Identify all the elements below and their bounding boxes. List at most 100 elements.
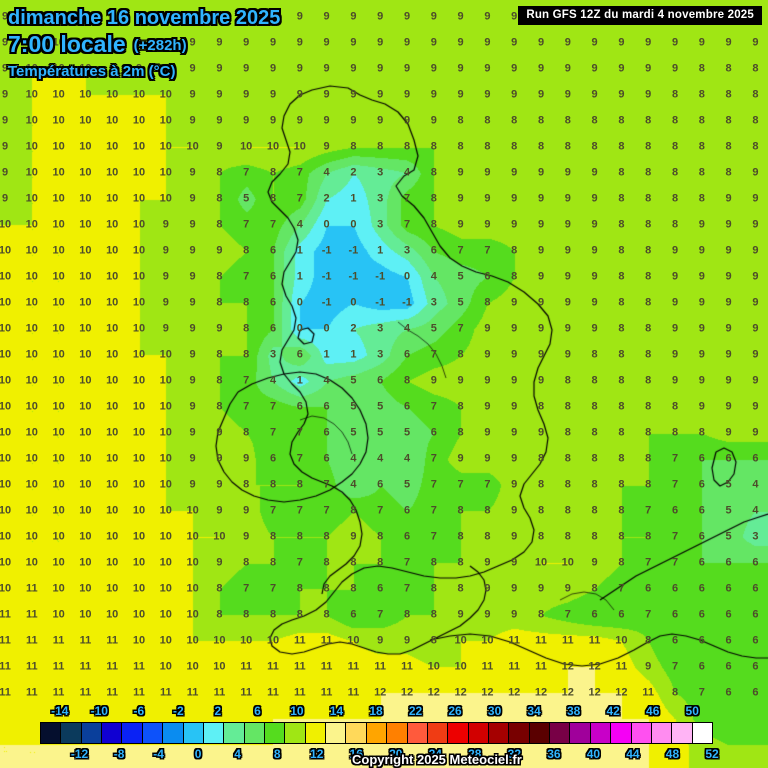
grid-temperature-value: 8: [537, 530, 545, 543]
grid-temperature-value: 8: [243, 322, 250, 335]
grid-temperature-value: 8: [269, 556, 277, 569]
grid-temperature-value: 9: [189, 114, 196, 127]
grid-temperature-value: 10: [25, 452, 38, 465]
grid-temperature-value: 9: [162, 36, 169, 49]
grid-temperature-value: 8: [591, 426, 598, 439]
color-scale-swatch: [284, 722, 306, 744]
grid-temperature-value: 10: [106, 608, 119, 621]
grid-temperature-value: 8: [457, 426, 464, 439]
grid-temperature-value: 8: [645, 322, 652, 335]
grid-temperature-value: 9: [189, 244, 196, 257]
color-scale-tick-label: 38: [566, 704, 581, 718]
grid-temperature-value: 10: [25, 270, 38, 283]
grid-temperature-value: 10: [79, 296, 92, 309]
grid-temperature-value: 10: [534, 556, 548, 569]
grid-temperature-value: 10: [159, 400, 172, 413]
grid-temperature-value: 8: [430, 556, 437, 569]
grid-temperature-value: 9: [511, 218, 518, 231]
grid-temperature-value: 8: [645, 634, 652, 647]
grid-temperature-value: 4: [403, 452, 411, 465]
color-scale-swatch: [80, 722, 103, 744]
grid-temperature-value: 11: [240, 660, 253, 673]
grid-temperature-value: 9: [511, 296, 518, 309]
grid-temperature-value: 6: [430, 426, 437, 439]
grid-temperature-value: 8: [484, 504, 491, 517]
grid-temperature-value: 8: [698, 192, 705, 205]
color-scale-bar[interactable]: [40, 722, 713, 744]
grid-temperature-value: 7: [296, 556, 303, 569]
grid-temperature-value: 9: [430, 62, 437, 75]
grid-temperature-value: 6: [698, 504, 705, 517]
grid-temperature-value: 10: [0, 530, 12, 543]
grid-temperature-value: 11: [186, 686, 199, 699]
grid-temperature-value: 9: [591, 556, 598, 569]
color-scale-swatch: [467, 722, 489, 744]
color-scale-tick-label: 44: [626, 747, 640, 761]
color-scale-tick-label: 2: [214, 704, 222, 718]
grid-temperature-value: 10: [52, 88, 65, 101]
grid-temperature-value: 11: [320, 686, 333, 699]
grid-temperature-value: 8: [323, 530, 330, 543]
color-scale-swatch: [101, 722, 123, 744]
grid-temperature-value: 8: [645, 192, 652, 205]
color-scale-tick-label: 52: [705, 747, 719, 761]
color-scale-swatch: [650, 722, 673, 744]
grid-temperature-value: 9: [537, 192, 545, 205]
grid-temperature-value: 9: [189, 218, 196, 231]
color-scale-swatch: [365, 722, 388, 744]
grid-temperature-value: 10: [427, 660, 440, 673]
grid-temperature-value: 8: [618, 504, 625, 517]
grid-temperature-value: 10: [52, 192, 65, 205]
grid-temperature-value: 8: [377, 530, 384, 543]
grid-temperature-value: -1: [375, 296, 386, 309]
grid-temperature-value: 10: [159, 634, 172, 647]
grid-temperature-value: 9: [725, 400, 732, 413]
grid-temperature-value: 6: [671, 608, 679, 621]
color-scale-tick-label: 4: [234, 747, 241, 761]
grid-temperature-value: 10: [106, 88, 119, 101]
grid-temperature-value: 6: [403, 504, 411, 517]
grid-temperature-value: 9: [645, 660, 652, 673]
grid-temperature-value: 11: [347, 660, 360, 673]
grid-temperature-value: 9: [403, 634, 411, 647]
grid-temperature-value: 4: [377, 452, 384, 465]
grid-temperature-value: 8: [537, 478, 545, 491]
grid-temperature-value: 9: [564, 270, 571, 283]
grid-temperature-value: 8: [537, 400, 545, 413]
grid-temperature-value: 9: [537, 348, 545, 361]
grid-temperature-value: 10: [25, 244, 38, 257]
grid-temperature-value: 10: [79, 10, 92, 23]
grid-temperature-value: 10: [52, 322, 65, 335]
grid-temperature-value: 6: [725, 686, 732, 699]
grid-temperature-value: 8: [296, 478, 303, 491]
grid-temperature-value: 9: [511, 62, 518, 75]
grid-temperature-value: 9: [511, 348, 518, 361]
grid-temperature-value: 11: [0, 686, 11, 699]
grid-temperature-value: 9: [1, 114, 9, 127]
grid-temperature-value: 8: [484, 114, 491, 127]
grid-temperature-value: 9: [484, 608, 491, 621]
grid-temperature-value: 8: [698, 166, 705, 179]
grid-temperature-value: 10: [0, 400, 12, 413]
grid-temperature-value: 8: [645, 218, 652, 231]
grid-temperature-value: 6: [725, 634, 732, 647]
grid-temperature-value: 10: [52, 218, 65, 231]
grid-temperature-value: 9: [243, 88, 250, 101]
grid-temperature-value: 10: [25, 88, 38, 101]
grid-temperature-value: 9: [189, 270, 196, 283]
grid-temperature-value: 9: [484, 452, 491, 465]
grid-temperature-value: 9: [296, 114, 303, 127]
grid-temperature-value: 2: [350, 322, 357, 335]
grid-temperature-value: 9: [537, 322, 545, 335]
grid-temperature-value: 8: [216, 582, 223, 595]
grid-temperature-value: 8: [296, 608, 303, 621]
grid-temperature-value: 6: [645, 582, 652, 595]
grid-temperature-value: 7: [377, 608, 384, 621]
grid-temperature-value: 8: [564, 426, 571, 439]
color-scale-tick-label: 26: [448, 704, 462, 718]
grid-temperature-value: 10: [52, 400, 65, 413]
grid-temperature-value: 11: [508, 660, 521, 673]
grid-temperature-value: 10: [213, 530, 226, 543]
grid-temperature-value: 9: [591, 244, 598, 257]
